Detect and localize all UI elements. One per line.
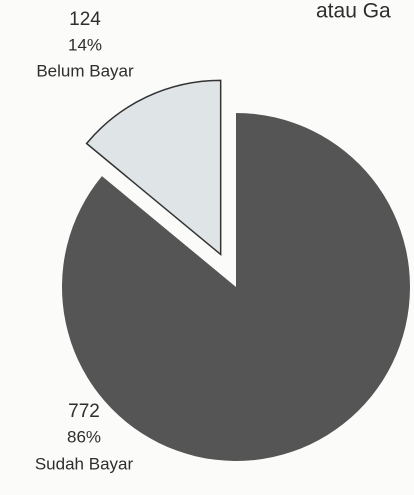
slice-count: 772 (68, 401, 100, 422)
slice-label: Belum Bayar (36, 61, 134, 80)
pie-slice (85, 79, 222, 257)
pie-slice (61, 113, 411, 462)
header-fragment: atau Ga (316, 0, 391, 23)
slice-percent: 14% (68, 35, 102, 54)
slice-count: 124 (69, 9, 101, 30)
slice-label: Sudah Bayar (35, 454, 134, 473)
slice-percent: 86% (67, 427, 101, 446)
